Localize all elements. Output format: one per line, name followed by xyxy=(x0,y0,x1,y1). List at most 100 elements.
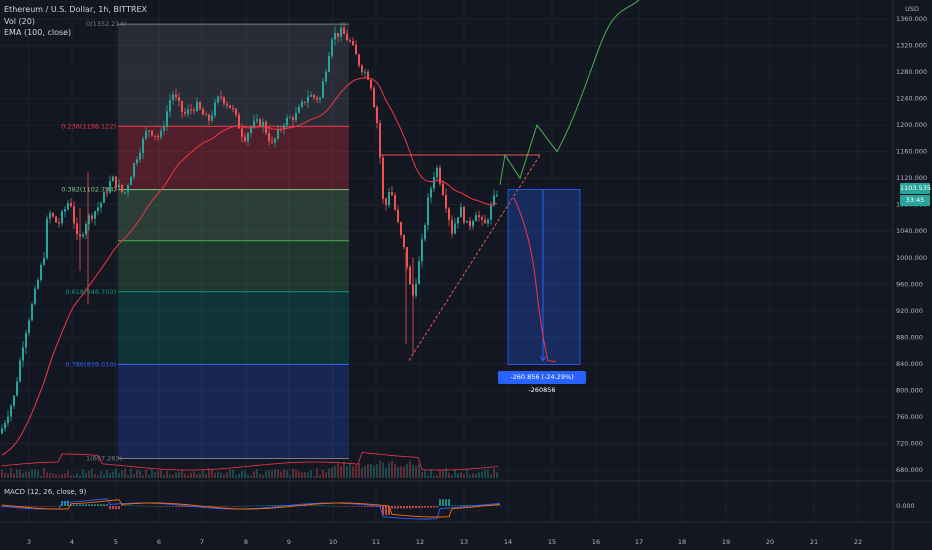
candle-body xyxy=(217,96,219,103)
macd-histogram-bar xyxy=(322,505,324,507)
volume-bar xyxy=(160,470,162,478)
macd-histogram-bar xyxy=(124,505,126,506)
macd-histogram-bar xyxy=(154,506,156,507)
volume-bar xyxy=(220,472,222,478)
macd-histogram-bar xyxy=(106,504,108,506)
macd-histogram-bar xyxy=(352,506,354,507)
candle-body xyxy=(103,192,105,203)
macd-histogram-bar xyxy=(130,505,132,507)
volume-bar xyxy=(424,470,426,478)
volume-bar xyxy=(337,463,339,478)
volume-bar xyxy=(244,470,246,478)
candle-body xyxy=(490,205,492,220)
candle-body xyxy=(253,120,255,127)
candle-body xyxy=(355,45,357,55)
candle-body xyxy=(403,234,405,248)
macd-histogram-bar xyxy=(391,506,393,509)
fib-zone xyxy=(118,189,349,241)
volume-bar xyxy=(196,474,198,478)
candle-body xyxy=(388,192,390,206)
candle-body xyxy=(442,183,444,195)
macd-histogram-bar xyxy=(58,505,60,507)
price-axis-tick: 1240.000 xyxy=(896,95,927,103)
volume-bar xyxy=(487,469,489,478)
candle-body xyxy=(13,395,15,406)
volume-bar xyxy=(382,462,384,478)
macd-histogram-bar xyxy=(394,506,396,509)
volume-bar xyxy=(361,467,363,478)
macd-histogram-bar xyxy=(139,505,141,507)
macd-histogram-bar xyxy=(370,506,372,507)
triangle-bottom-line xyxy=(408,154,541,361)
macd-histogram-bar xyxy=(49,506,51,507)
volume-bar xyxy=(277,469,279,478)
macd-histogram-bar xyxy=(292,505,294,506)
bear-projection-line xyxy=(513,197,557,363)
volume-bar xyxy=(379,460,381,478)
candle-body xyxy=(160,130,162,138)
macd-histogram-bar xyxy=(64,500,66,506)
macd-indicator-label[interactable]: MACD (12, 26, close, 9) xyxy=(4,488,87,496)
candle-body xyxy=(322,81,324,98)
candle-body xyxy=(112,176,114,182)
macd-histogram-bar xyxy=(10,506,12,507)
candle-body xyxy=(238,114,240,129)
candle-body xyxy=(163,126,165,131)
candle-body xyxy=(40,264,42,280)
volume-ma-line xyxy=(1,452,499,471)
candle-body xyxy=(316,97,318,100)
volume-indicator-label[interactable]: Vol (20) xyxy=(4,17,35,26)
macd-histogram-bar xyxy=(355,506,357,507)
volume-bar xyxy=(484,469,486,478)
candle-body xyxy=(73,206,75,224)
volume-bar xyxy=(28,471,30,478)
ema-indicator-label[interactable]: EMA (100, close) xyxy=(4,28,72,37)
volume-bar xyxy=(211,469,213,478)
fib-zone xyxy=(118,240,349,292)
time-axis-tick: 19 xyxy=(722,538,730,546)
candle-body xyxy=(184,111,186,114)
volume-bar xyxy=(400,466,402,478)
candle-body xyxy=(448,208,450,220)
volume-bar xyxy=(409,460,411,478)
volume-bar xyxy=(7,473,9,478)
time-axis-tick: 3 xyxy=(27,538,31,546)
macd-histogram-bar xyxy=(73,504,75,506)
candle-body xyxy=(244,136,246,142)
volume-bar xyxy=(73,475,75,478)
volume-bar xyxy=(457,472,459,478)
time-axis-tick: 4 xyxy=(70,538,74,546)
candle-body xyxy=(142,138,144,153)
volume-bar xyxy=(25,471,27,478)
candle-body xyxy=(169,100,171,112)
candle-body xyxy=(421,239,423,262)
candle-body xyxy=(19,360,21,382)
symbol-title[interactable]: Ethereum / U.S. Dollar, 1h, BITTREX xyxy=(4,5,148,14)
macd-histogram-bar xyxy=(136,505,138,507)
macd-histogram-bar xyxy=(37,506,39,507)
candle-body xyxy=(340,28,342,37)
candle-body xyxy=(250,126,252,134)
volume-bar xyxy=(385,467,387,478)
volume-bar xyxy=(481,471,483,478)
volume-bar xyxy=(124,468,126,478)
fib-level-label: 0.382(1102.794) xyxy=(61,186,116,194)
candle-body xyxy=(382,157,384,199)
candle-body xyxy=(352,41,354,46)
volume-bar xyxy=(247,474,249,478)
volume-bar xyxy=(406,463,408,478)
time-axis-tick: 11 xyxy=(372,538,380,546)
volume-bar xyxy=(343,461,345,478)
volume-bar xyxy=(289,475,291,478)
macd-histogram-bar xyxy=(226,506,228,507)
time-axis-tick: 20 xyxy=(766,538,774,546)
volume-bar xyxy=(193,471,195,478)
candle-body xyxy=(226,103,228,106)
volume-bar xyxy=(298,471,300,478)
macd-histogram-bar xyxy=(310,505,312,506)
macd-histogram-bar xyxy=(52,506,54,507)
candle-body xyxy=(88,215,90,224)
macd-histogram-bar xyxy=(145,505,147,507)
candle-body xyxy=(370,79,372,89)
